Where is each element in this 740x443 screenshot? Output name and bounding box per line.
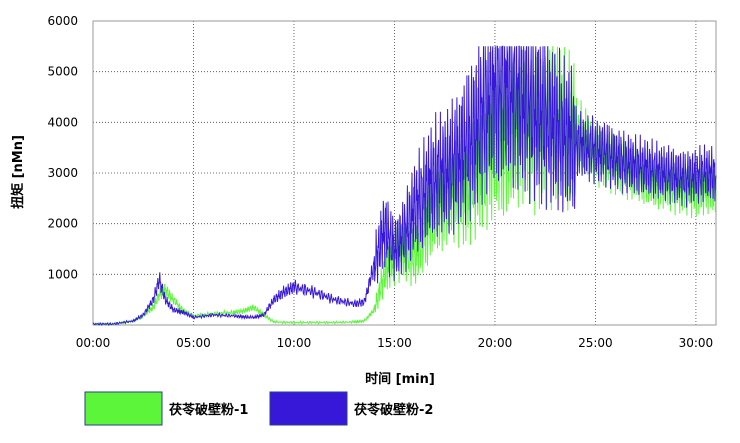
legend-label-2: 茯苓破壁粉-2 [354, 402, 433, 418]
legend: 茯苓破壁粉-1 茯苓破壁粉-2 [84, 391, 433, 426]
legend-swatch-1 [84, 391, 163, 426]
x-tick-label: 05:00 [176, 336, 211, 350]
x-tick-label: 30:00 [679, 336, 714, 350]
x-tick-label: 15:00 [377, 336, 412, 350]
y-tick-label: 4000 [47, 115, 78, 129]
x-tick-label: 20:00 [478, 336, 513, 350]
y-tick-label: 2000 [47, 217, 78, 231]
x-tick-label: 00:00 [76, 336, 111, 350]
y-tick-label: 5000 [47, 65, 78, 79]
y-axis-ticks: 1000 2000 3000 4000 5000 6000 [47, 14, 78, 281]
y-tick-label: 3000 [47, 166, 78, 180]
y-axis-title: 扭矩 [nMn] [10, 135, 26, 209]
series-lines [92, 45, 717, 327]
x-tick-label: 25:00 [578, 336, 613, 350]
legend-label-1: 茯苓破壁粉-1 [169, 402, 248, 418]
y-tick-label: 1000 [47, 267, 78, 281]
x-tick-label: 10:00 [277, 336, 312, 350]
y-tick-label: 6000 [47, 14, 78, 28]
x-axis-ticks: 00:00 05:00 10:00 15:00 20:00 25:00 30:00 [76, 336, 713, 350]
legend-swatch-2 [269, 391, 348, 426]
series-line-2 [92, 45, 717, 326]
plot-frame [92, 20, 717, 326]
x-axis-title: 时间 [min] [365, 371, 435, 387]
